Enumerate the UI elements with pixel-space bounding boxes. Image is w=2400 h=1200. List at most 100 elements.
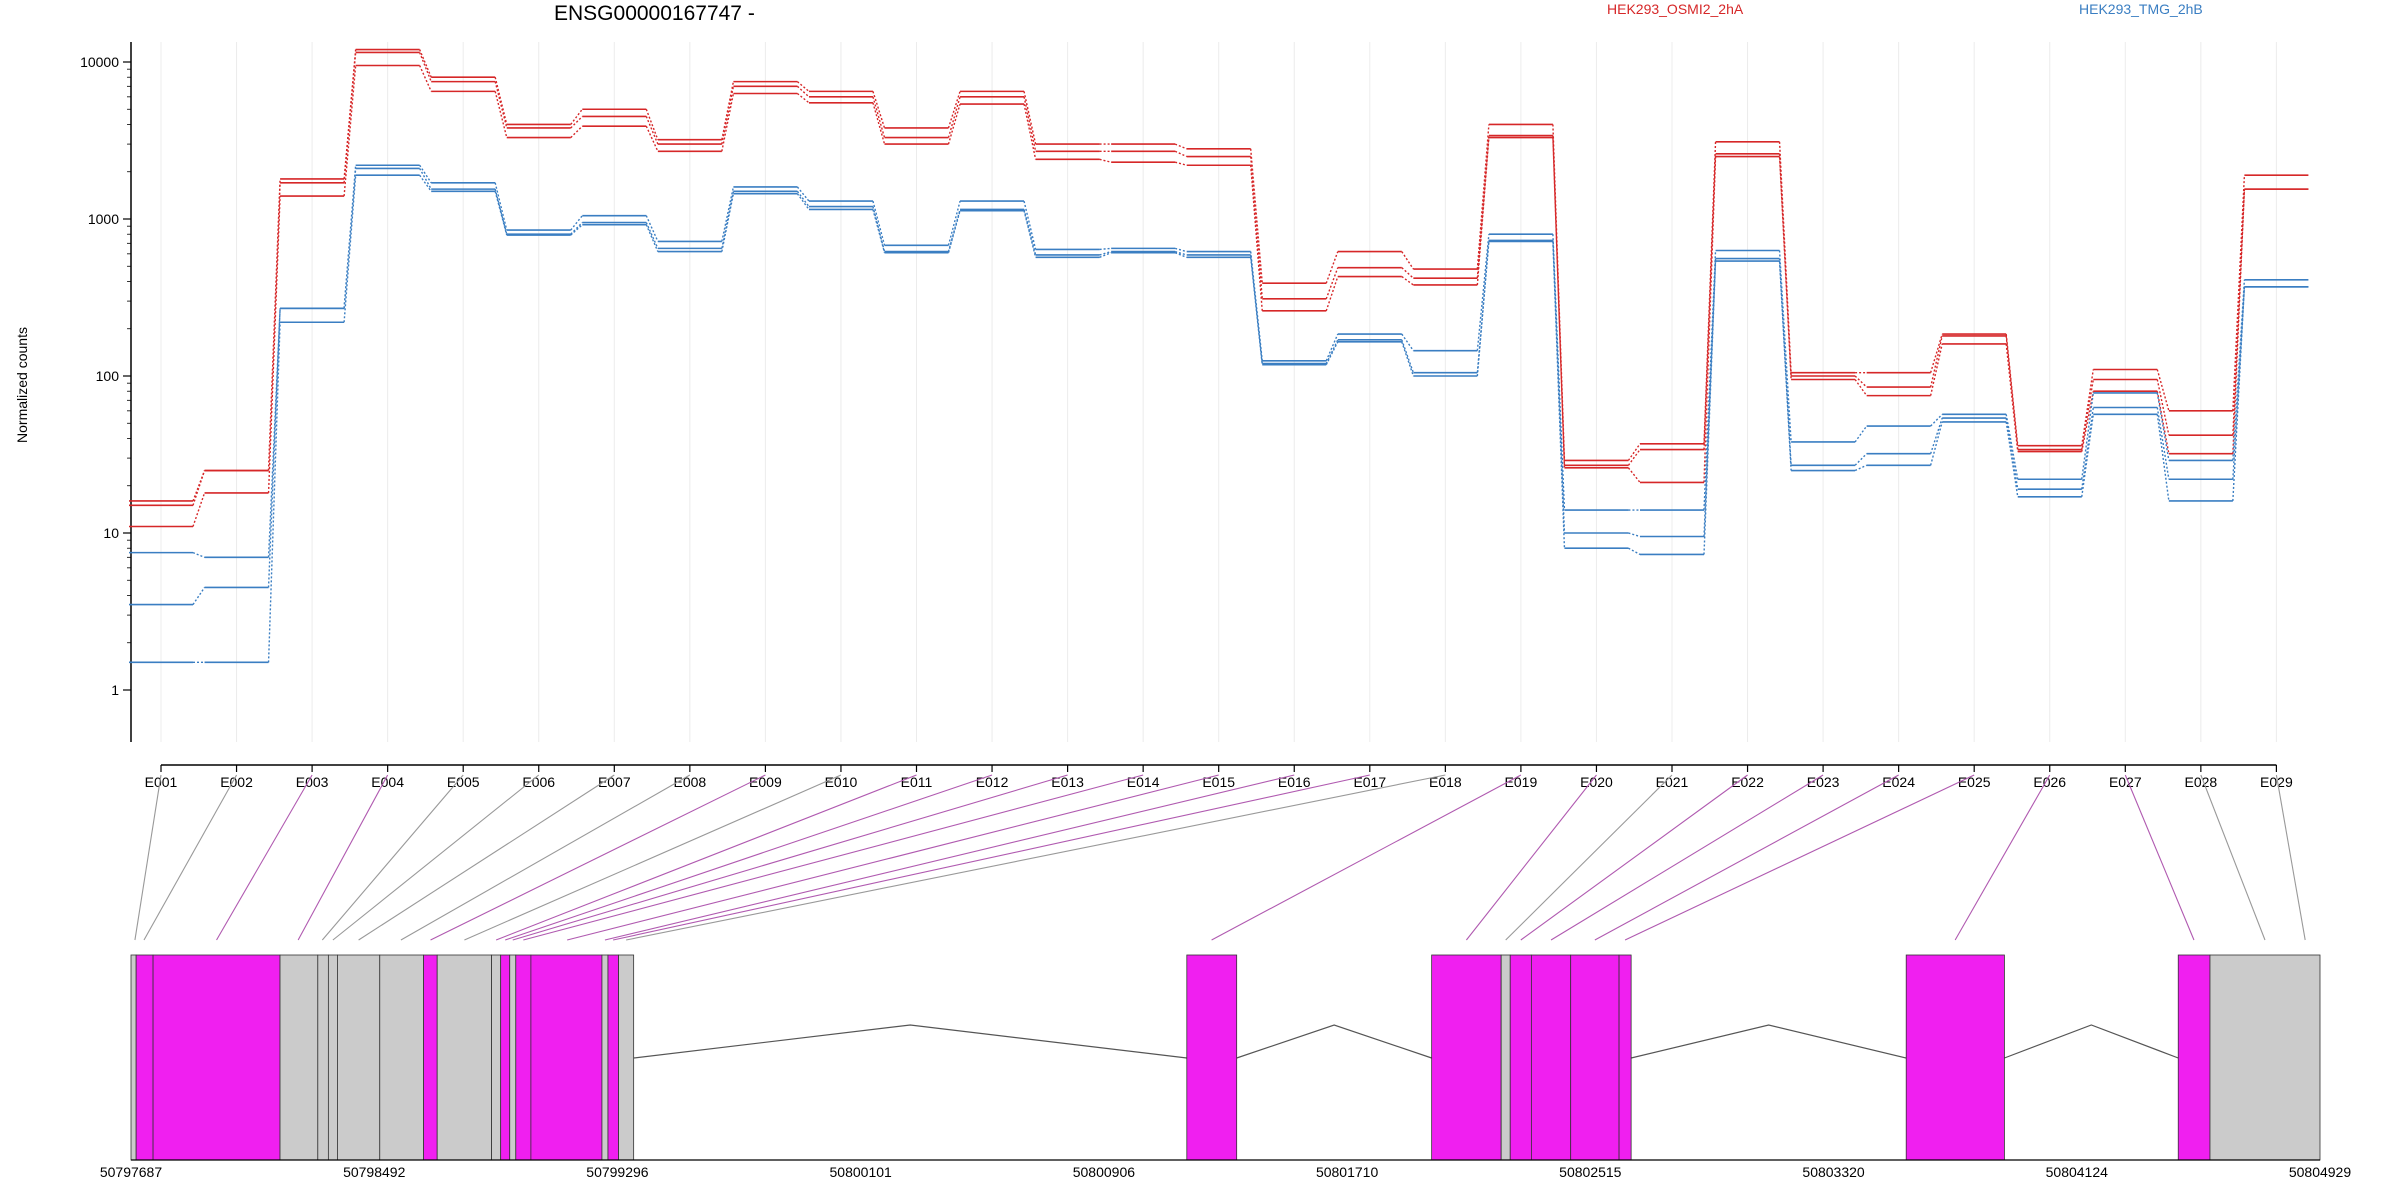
series-b-connector <box>872 200 886 246</box>
exon-rect <box>135 954 154 1161</box>
coordinate-tick-label: 50804124 <box>2046 1164 2109 1180</box>
series-a-connector <box>2005 333 2019 446</box>
exon-bin-connector-e023 <box>1550 774 1824 941</box>
series-b-connector <box>1778 260 1792 471</box>
legend-entry-tmg: HEK293_TMG_2hB <box>2079 1 2203 17</box>
series-a-connector <box>796 92 810 104</box>
series-b-connector <box>796 186 810 202</box>
y-tick-label: 10 <box>103 525 119 541</box>
series-b-connector <box>267 322 281 663</box>
series-b-connector <box>494 182 508 231</box>
series-a-connector <box>1929 333 1943 373</box>
series-a-connector <box>570 125 583 139</box>
series-b-connector <box>2005 421 2019 497</box>
series-a-connector <box>267 196 281 493</box>
coordinate-tick-label: 50800906 <box>1073 1164 1136 1180</box>
x-tick-label-e012: E012 <box>976 774 1009 790</box>
series-a-connector <box>1703 156 1717 483</box>
series-a-connector <box>1476 137 1490 286</box>
series-b-connector <box>721 193 735 252</box>
exon-rect <box>1570 954 1620 1161</box>
exon-bin-connector-e028 <box>2200 774 2266 941</box>
x-tick-label-e029: E029 <box>2260 774 2293 790</box>
exon-bin-connector-e027 <box>2124 774 2195 941</box>
x-tick-label-e009: E009 <box>749 774 782 790</box>
series-b-connector <box>1325 341 1339 366</box>
exon-bin-connector-e025 <box>1624 774 1975 941</box>
series-a-connector <box>796 85 810 98</box>
series-a-connector <box>192 470 206 506</box>
series-b-connector <box>2156 407 2170 480</box>
series-a-connector <box>2232 175 2246 411</box>
exon-rect <box>509 954 517 1161</box>
exon-rect <box>530 954 603 1161</box>
intron-line <box>1630 1024 1907 1059</box>
x-tick-label-e024: E024 <box>1882 774 1915 790</box>
exon-bin-connector-e005 <box>321 774 464 941</box>
series-a-connector <box>1023 96 1037 152</box>
exon-bin-connector-e010 <box>464 774 842 941</box>
exon-rect <box>337 954 381 1161</box>
series-b-connector <box>267 308 281 588</box>
series-a-connector <box>721 81 735 140</box>
exon-bin-connector-e029 <box>2275 774 2306 941</box>
series-b-connector <box>1401 333 1414 352</box>
series-a-connector <box>419 49 432 78</box>
series-b-connector <box>721 186 735 242</box>
series-b-connector <box>1476 234 1490 351</box>
coordinate-tick-label: 50803320 <box>1802 1164 1865 1180</box>
series-a-connector <box>1023 91 1037 145</box>
series-b-connector <box>1552 240 1566 534</box>
exon-rect <box>152 954 281 1161</box>
x-tick-label-e010: E010 <box>825 774 858 790</box>
x-tick-label-e026: E026 <box>2033 774 2066 790</box>
y-tick-label: 10000 <box>80 54 119 70</box>
series-a-connector <box>721 86 735 145</box>
exon-rect <box>1530 954 1572 1161</box>
exon-rect <box>500 954 511 1161</box>
exon-bin-connector-e015 <box>567 774 1219 941</box>
series-a-connector <box>494 81 508 129</box>
exon-rect <box>423 954 438 1161</box>
series-a-connector <box>1778 153 1792 377</box>
exon-bin-connector-e004 <box>297 774 389 941</box>
series-a-connector <box>1627 467 1641 483</box>
x-tick-label-e025: E025 <box>1958 774 1991 790</box>
series-b-connector <box>1929 421 1943 466</box>
intron-line <box>2004 1024 2179 1059</box>
series-b-connector <box>1929 417 1943 454</box>
series-b-connector <box>2081 407 2094 490</box>
series-a-connector <box>1174 150 1187 158</box>
x-tick-label-e008: E008 <box>673 774 706 790</box>
exon-bin-connector-e013 <box>512 774 1068 941</box>
series-b-connector <box>1099 247 1112 251</box>
exon-rect <box>279 954 319 1161</box>
x-tick-label-e017: E017 <box>1353 774 1386 790</box>
exon-rect <box>1500 954 1511 1161</box>
series-b-connector <box>796 193 810 210</box>
series-b-connector <box>343 168 357 309</box>
series-a-connector <box>645 116 659 145</box>
exon-rect <box>1186 954 1238 1161</box>
x-tick-label-e007: E007 <box>598 774 631 790</box>
series-b-connector <box>947 200 961 246</box>
exon-rect <box>379 954 424 1161</box>
series-a-connector <box>872 102 886 145</box>
exon-rect <box>1509 954 1532 1161</box>
series-a-connector <box>267 182 281 471</box>
series-b-connector <box>1930 413 1943 427</box>
series-a-connector <box>1476 124 1490 270</box>
exon-bin-connector-e017 <box>612 774 1370 941</box>
intron-line <box>1236 1024 1432 1059</box>
series-a-connector <box>721 93 735 152</box>
coordinate-tick-label: 50801710 <box>1316 1164 1379 1180</box>
series-b-connector <box>947 210 961 253</box>
series-b-connector <box>570 215 583 231</box>
series-a-connector <box>872 96 886 138</box>
series-b-connector <box>1778 258 1792 466</box>
series-a-connector <box>1250 165 1263 311</box>
exon-rect <box>2177 954 2211 1161</box>
series-a-connector <box>947 96 961 138</box>
